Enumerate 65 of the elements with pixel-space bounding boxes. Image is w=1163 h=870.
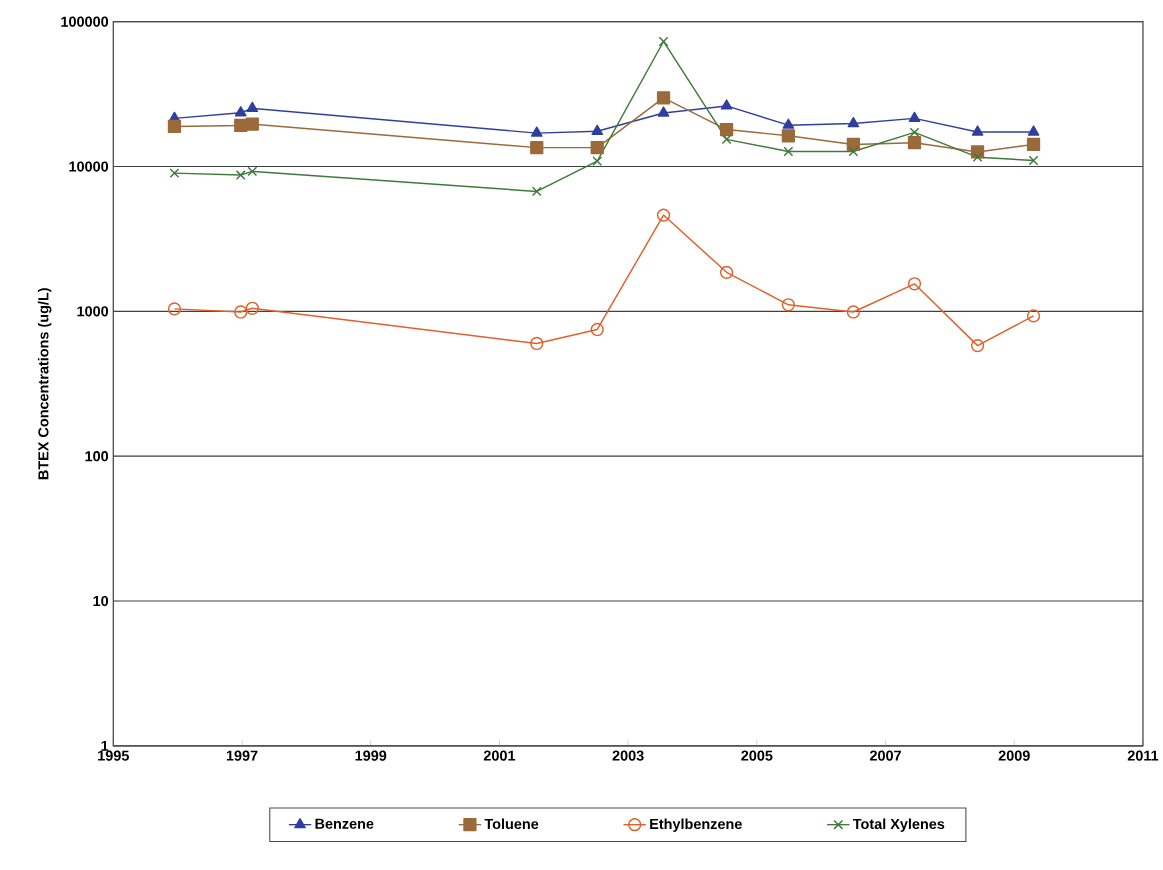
point <box>169 168 180 179</box>
point <box>719 265 734 279</box>
point <box>719 122 734 137</box>
point <box>781 298 796 312</box>
point <box>1026 137 1041 152</box>
x-tick-label: 2003 <box>612 750 644 761</box>
point <box>234 118 248 133</box>
point <box>531 186 542 197</box>
point <box>590 322 604 337</box>
y-tick-label: 100000 <box>61 16 109 27</box>
point <box>1028 155 1039 166</box>
point <box>530 336 544 351</box>
x-tick-label: 2005 <box>741 750 773 761</box>
point <box>971 125 984 136</box>
y-tick-label: 1 <box>101 740 109 751</box>
point <box>1027 125 1040 136</box>
point <box>908 111 921 123</box>
y-tick-label: 10 <box>93 595 109 607</box>
point <box>245 117 259 131</box>
point <box>781 129 796 143</box>
point <box>234 305 248 319</box>
point <box>246 101 259 113</box>
legend-label: Ethylbenzene <box>650 818 742 832</box>
point <box>656 91 671 105</box>
point <box>234 106 247 117</box>
x-tick-label: 1999 <box>355 750 387 761</box>
legend-label: Total Xylenes <box>852 818 945 832</box>
point <box>590 140 604 155</box>
x-tick-label: 2009 <box>998 750 1030 761</box>
point <box>167 119 182 134</box>
point <box>658 36 669 47</box>
point <box>907 277 922 291</box>
x-tick-label: 2007 <box>869 750 901 761</box>
point <box>592 156 603 166</box>
y-tick-label: 1000 <box>77 306 109 317</box>
y-tick-label: 10000 <box>69 161 109 172</box>
x-tick-label: 2011 <box>1127 750 1159 761</box>
point <box>530 140 544 155</box>
point <box>720 99 733 110</box>
x-tick-label: 1997 <box>226 750 258 761</box>
point <box>657 106 670 117</box>
point <box>247 166 258 177</box>
point <box>245 301 259 315</box>
point <box>656 208 671 222</box>
point <box>907 136 922 150</box>
point <box>970 338 985 353</box>
y-tick-label: 100 <box>85 451 109 462</box>
point <box>783 146 794 157</box>
point <box>721 134 732 145</box>
point <box>972 152 983 163</box>
x-tick-label: 2001 <box>483 750 516 761</box>
point <box>847 116 860 128</box>
point <box>1026 309 1041 323</box>
point <box>235 170 246 180</box>
point <box>530 126 543 137</box>
legend-label: Benzene <box>315 818 374 829</box>
point <box>846 305 861 319</box>
point <box>167 302 182 316</box>
legend-label: Toluene <box>484 818 539 830</box>
point <box>782 118 795 129</box>
point <box>848 146 859 157</box>
point <box>909 127 920 138</box>
point <box>591 124 604 135</box>
x-tick-label: 1995 <box>98 750 129 761</box>
y-axis-title: BTEX Concentrations (ug/L) <box>37 288 52 480</box>
